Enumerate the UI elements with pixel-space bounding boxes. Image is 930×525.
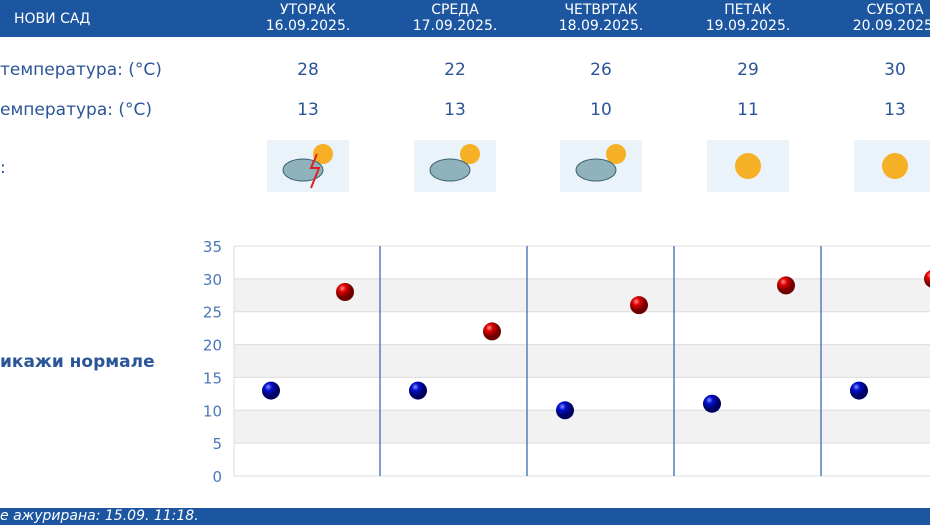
min-temp-point[interactable]	[409, 381, 427, 400]
chart-band	[234, 410, 930, 444]
temperature-chart: 0 5 10 15 20 25 30 35	[203, 238, 930, 486]
max-temp-point[interactable]	[483, 322, 501, 341]
min-temp-point[interactable]	[262, 381, 280, 400]
header-bar: НОВИ САД	[0, 0, 930, 37]
max-temp-value: 28	[297, 60, 319, 80]
y-tick-label: 35	[203, 238, 222, 256]
day-name: СУБОТА	[866, 2, 924, 18]
y-tick-label: 25	[203, 304, 222, 322]
y-tick-label: 20	[203, 337, 222, 355]
y-tick-label: 10	[203, 402, 222, 420]
day-name: УТОРАК	[279, 2, 337, 18]
day-date: 16.09.2025.	[265, 18, 351, 34]
min-temp-point[interactable]	[556, 401, 574, 420]
day-header: УТОРАК 16.09.2025.	[238, 2, 378, 34]
show-normals-link[interactable]: икажи нормале	[0, 352, 155, 372]
sun-clouds-icon	[560, 140, 642, 192]
min-temp-value: 13	[297, 100, 319, 120]
day-header: ЧЕТВРТАК 18.09.2025.	[531, 2, 671, 34]
min-temp-point[interactable]	[703, 394, 721, 413]
chart-band	[234, 344, 930, 378]
min-temp-value: 13	[884, 100, 906, 120]
max-temp-point[interactable]	[777, 276, 795, 295]
min-temp-value: 11	[737, 100, 759, 120]
sun-icon	[854, 140, 930, 192]
max-temp-label: температура: (°C)	[0, 60, 162, 80]
city-name: НОВИ САД	[14, 11, 91, 27]
min-temp-value: 10	[590, 100, 612, 120]
max-temp-value: 30	[884, 60, 906, 80]
day-header: ПЕТАК 19.09.2025.	[678, 2, 818, 34]
max-temp-point[interactable]	[924, 270, 930, 288]
max-temp-value: 26	[590, 60, 612, 80]
day-date: 19.09.2025.	[705, 18, 791, 34]
max-temp-point[interactable]	[336, 283, 354, 301]
day-date: 17.09.2025.	[412, 18, 498, 34]
sun-cloud-rain-icon	[414, 140, 496, 192]
y-tick-label: 0	[212, 468, 222, 486]
day-header: СУБОТА 20.09.2025.	[825, 2, 930, 34]
y-tick-label: 30	[203, 271, 222, 289]
max-temp-value: 29	[737, 60, 759, 80]
day-name: ПЕТАК	[724, 2, 772, 18]
sun-icon	[707, 140, 789, 192]
footer-updated: е ажурирана: 15.09. 11:18.	[0, 508, 930, 525]
day-name: СРЕДА	[431, 2, 479, 18]
sun-cloud-thunderstorm-icon	[267, 140, 349, 192]
day-date: 18.09.2025.	[558, 18, 644, 34]
weather-label: :	[0, 158, 6, 178]
min-temp-point[interactable]	[850, 381, 868, 400]
day-name: ЧЕТВРТАК	[564, 2, 638, 18]
max-temp-point[interactable]	[630, 296, 648, 315]
min-temp-value: 13	[444, 100, 466, 120]
y-tick-label: 5	[212, 435, 222, 453]
day-date: 20.09.2025.	[852, 18, 930, 34]
day-header: СРЕДА 17.09.2025.	[385, 2, 525, 34]
min-temp-label: емпература: (°C)	[0, 100, 153, 120]
max-temp-value: 22	[444, 60, 466, 80]
y-tick-label: 15	[203, 369, 222, 387]
